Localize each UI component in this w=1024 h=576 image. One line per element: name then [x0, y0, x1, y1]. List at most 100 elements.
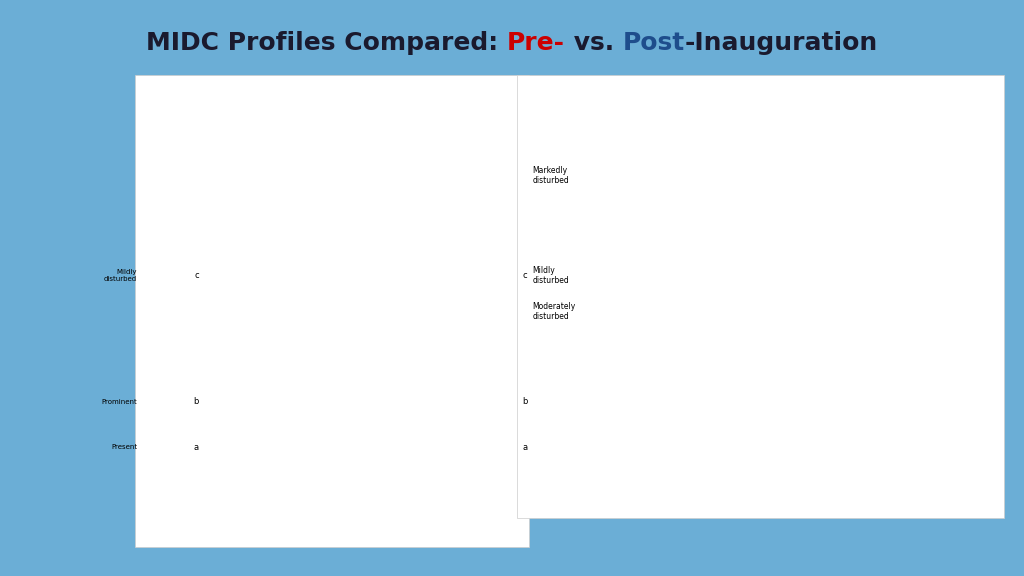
Text: 5: 5	[501, 532, 506, 541]
Text: c: c	[522, 271, 527, 280]
Bar	[244, 366, 253, 492]
Text: vs.: vs.	[416, 90, 440, 100]
Text: 5A: 5A	[342, 499, 353, 508]
Text: Post: Post	[623, 31, 685, 55]
Text: 0: 0	[423, 532, 428, 541]
Text: 7: 7	[537, 375, 543, 385]
Text: 2016: 2016	[387, 90, 416, 100]
Text: 22: 22	[264, 532, 274, 541]
Bar	[364, 456, 374, 492]
Text: vs.: vs.	[565, 31, 623, 55]
Bar	[286, 275, 295, 492]
Text: 0: 0	[450, 532, 454, 541]
Text: Moderately
disturbed: Moderately disturbed	[532, 302, 575, 321]
Text: 24: 24	[291, 516, 300, 524]
Bar	[269, 293, 280, 492]
Text: 22: 22	[213, 532, 222, 541]
Text: 6: 6	[397, 499, 402, 508]
Text: e: e	[522, 171, 528, 180]
Text: Pre-: Pre-	[507, 31, 565, 55]
Text: Markedly
disturbed: Markedly disturbed	[532, 166, 569, 185]
Text: 2020:: 2020:	[179, 532, 201, 541]
Text: 0: 0	[537, 480, 543, 490]
Text: 0: 0	[450, 516, 454, 524]
Text: Erratic: Unstable–Borderline (Borderline): Erratic: Unstable–Borderline (Borderline…	[584, 480, 797, 490]
Text: 8: 8	[475, 532, 480, 541]
Text: 1A: 1A	[537, 93, 550, 103]
Text: Accommodating: Cooperative–Agreeable–Submissive (Dependent): Accommodating: Cooperative–Agreeable–Sub…	[584, 234, 932, 244]
Text: 8: 8	[449, 499, 455, 508]
Text: 0: 0	[397, 532, 401, 541]
Bar	[217, 293, 227, 492]
Text: d: d	[519, 307, 524, 316]
Text: -Inauguration: -Inauguration	[685, 31, 879, 55]
Text: Prominent: Prominent	[101, 399, 137, 405]
Text: 0: 0	[423, 516, 428, 524]
Text: 9: 9	[475, 499, 480, 508]
Text: 0: 0	[501, 499, 506, 508]
Text: Dauntless: Adventurous–Dissenting–Aggrandizing (Antisocial): Dauntless: Adventurous–Dissenting–Aggran…	[584, 128, 906, 138]
Text: Dominant: Asserting–Controlling–Aggressive (Sadistic): Dominant: Asserting–Controlling–Aggressi…	[584, 93, 869, 103]
Text: 2: 2	[537, 164, 543, 173]
Text: 4: 4	[371, 516, 376, 524]
Text: a: a	[194, 443, 199, 452]
Text: 5B: 5B	[368, 499, 379, 508]
Text: c: c	[194, 271, 199, 280]
Text: Aggrieved: Unpresuming–Self-denying–Self-defeating (Masochistic): Aggrieved: Unpresuming–Self-denying–Self…	[584, 269, 934, 279]
Text: b: b	[522, 397, 527, 407]
Text: 0: 0	[475, 516, 480, 524]
Text: Conscientious: Respectful–Dutiful–Compulsive (Obsessive-compulsive): Conscientious: Respectful–Dutiful–Compul…	[584, 339, 953, 350]
Text: Distrusting: Suspicious–Paranoid (Paranoid): Distrusting: Suspicious–Paranoid (Parano…	[584, 445, 812, 455]
Bar	[259, 275, 269, 492]
Text: MIDC Profiles Compared:: MIDC Profiles Compared:	[145, 31, 507, 55]
Text: b: b	[194, 397, 199, 407]
Text: 2020: 2020	[440, 90, 469, 100]
Text: Outgoing: Congenial–Gregarious–Impulsive (Histrionic): Outgoing: Congenial–Gregarious–Impulsive…	[584, 199, 870, 209]
Text: 5B: 5B	[537, 304, 550, 314]
Text: 0: 0	[345, 532, 350, 541]
Text: 24: 24	[264, 516, 274, 524]
Text: 2: 2	[267, 499, 272, 508]
Text: 5A: 5A	[537, 269, 550, 279]
Text: Reticent: Circumspect–Inhibited–Withdrawn (Avoidant): Reticent: Circumspect–Inhibited–Withdraw…	[584, 375, 869, 385]
Text: 4: 4	[318, 499, 324, 508]
Text: 1B: 1B	[537, 128, 550, 138]
Text: 0: 0	[501, 516, 506, 524]
Text: 8: 8	[537, 410, 543, 420]
Text: 17: 17	[213, 516, 222, 524]
Text: 0: 0	[345, 516, 350, 524]
Text: Mildly
disturbed: Mildly disturbed	[104, 269, 137, 282]
Text: 2: 2	[371, 532, 376, 541]
Text: Mildly
disturbed: Mildly disturbed	[532, 266, 569, 285]
Text: 4: 4	[537, 234, 543, 244]
Text: Present: Present	[111, 444, 137, 450]
Text: 0: 0	[397, 516, 401, 524]
Text: 14: 14	[239, 532, 248, 541]
Text: Contentious: Resolute–Oppositional–Negativistic (Passive-aggressive): Contentious: Resolute–Oppositional–Negat…	[584, 304, 947, 314]
Text: 20: 20	[291, 532, 300, 541]
Text: 1B: 1B	[238, 499, 249, 508]
Text: 0: 0	[319, 532, 324, 541]
Text: e: e	[519, 171, 524, 180]
Bar	[504, 447, 513, 492]
Text: a: a	[522, 443, 527, 452]
Text: Scale:: Scale:	[175, 499, 201, 508]
Text: 3: 3	[293, 499, 298, 508]
Text: 6: 6	[537, 339, 543, 350]
Text: 3: 3	[537, 199, 543, 209]
Text: 1A: 1A	[212, 499, 223, 508]
Text: 9: 9	[537, 445, 543, 455]
Text: 2016:: 2016:	[177, 516, 201, 524]
Text: 7: 7	[423, 499, 428, 508]
Bar	[208, 339, 217, 492]
Bar	[477, 420, 487, 492]
Bar	[295, 312, 305, 492]
Text: d: d	[522, 307, 528, 316]
Text: Ambitious: Confident–Self-serving–Exploitative (Narcissistic): Ambitious: Confident–Self-serving–Exploi…	[584, 164, 899, 173]
Text: Retiring: Reserved–Aloof–Solitary (Schizoid): Retiring: Reserved–Aloof–Solitary (Schiz…	[584, 410, 812, 420]
Bar	[374, 475, 383, 492]
Text: 9: 9	[241, 516, 246, 524]
Bar	[233, 411, 244, 492]
Text: 0: 0	[319, 516, 324, 524]
Text: Donald Trump MIDC Profile Comparison:: Donald Trump MIDC Profile Comparison:	[147, 90, 387, 100]
